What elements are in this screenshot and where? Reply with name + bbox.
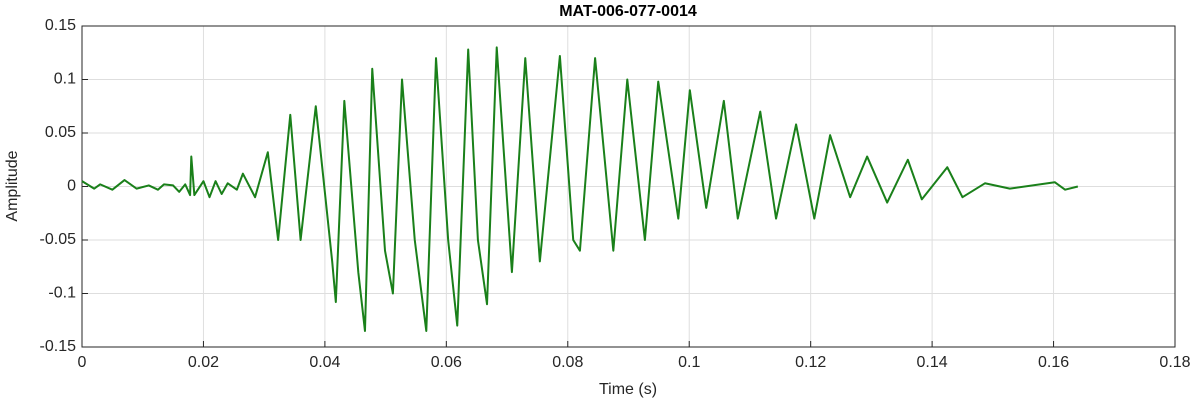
x-tick-label: 0.06 xyxy=(431,354,462,371)
x-tick-label: 0.02 xyxy=(188,354,219,371)
plot-frame xyxy=(81,25,1176,348)
y-axis-label: Amplitude xyxy=(4,150,21,221)
y-tick-label: 0.05 xyxy=(45,124,76,141)
chart-title: MAT-006-077-0014 xyxy=(559,3,697,20)
x-tick-label: 0 xyxy=(78,354,87,371)
y-tick-label: 0 xyxy=(67,178,76,195)
y-tick-label: 0.15 xyxy=(45,17,76,34)
y-tick-label: -0.1 xyxy=(48,285,76,302)
data-line xyxy=(81,46,1079,332)
x-tick-label: 0.08 xyxy=(552,354,583,371)
x-tick-label: 0.16 xyxy=(1038,354,1069,371)
x-tick-label: 0.12 xyxy=(795,354,826,371)
y-tick-label: -0.15 xyxy=(40,338,77,355)
x-axis-label: Time (s) xyxy=(599,381,657,398)
x-tick-label: 0.18 xyxy=(1159,354,1190,371)
x-tick-label: 0.1 xyxy=(678,354,700,371)
x-tick-label: 0.04 xyxy=(309,354,340,371)
x-tick-label: 0.14 xyxy=(917,354,948,371)
y-tick-label: -0.05 xyxy=(40,231,77,248)
y-tick-label: 0.1 xyxy=(54,71,76,88)
